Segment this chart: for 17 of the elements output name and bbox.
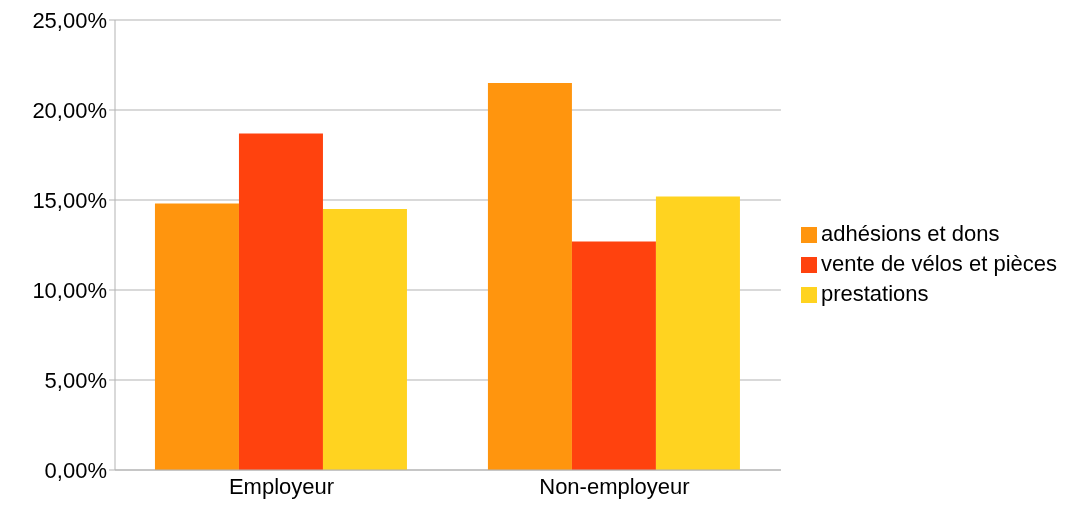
- y-tick-label: 5,00%: [44, 367, 107, 393]
- y-tick-label: 20,00%: [32, 97, 107, 123]
- bar: [322, 209, 407, 470]
- x-tick-label: Non-employeur: [539, 473, 690, 499]
- y-tick-label: 15,00%: [32, 187, 107, 213]
- y-tick-label: 0,00%: [44, 457, 107, 483]
- bar: [487, 83, 572, 470]
- legend-label: adhésions et dons: [820, 221, 1000, 246]
- bar: [238, 133, 323, 470]
- bar: [571, 241, 656, 470]
- legend-label: prestations: [820, 281, 929, 306]
- x-tick-label: Employeur: [228, 473, 335, 499]
- legend-label: vente de vélos et pièces: [820, 251, 1057, 276]
- bar: [655, 196, 740, 470]
- y-tick-label: 25,00%: [32, 7, 107, 33]
- bar: [154, 203, 239, 470]
- y-tick-label: 10,00%: [32, 277, 107, 303]
